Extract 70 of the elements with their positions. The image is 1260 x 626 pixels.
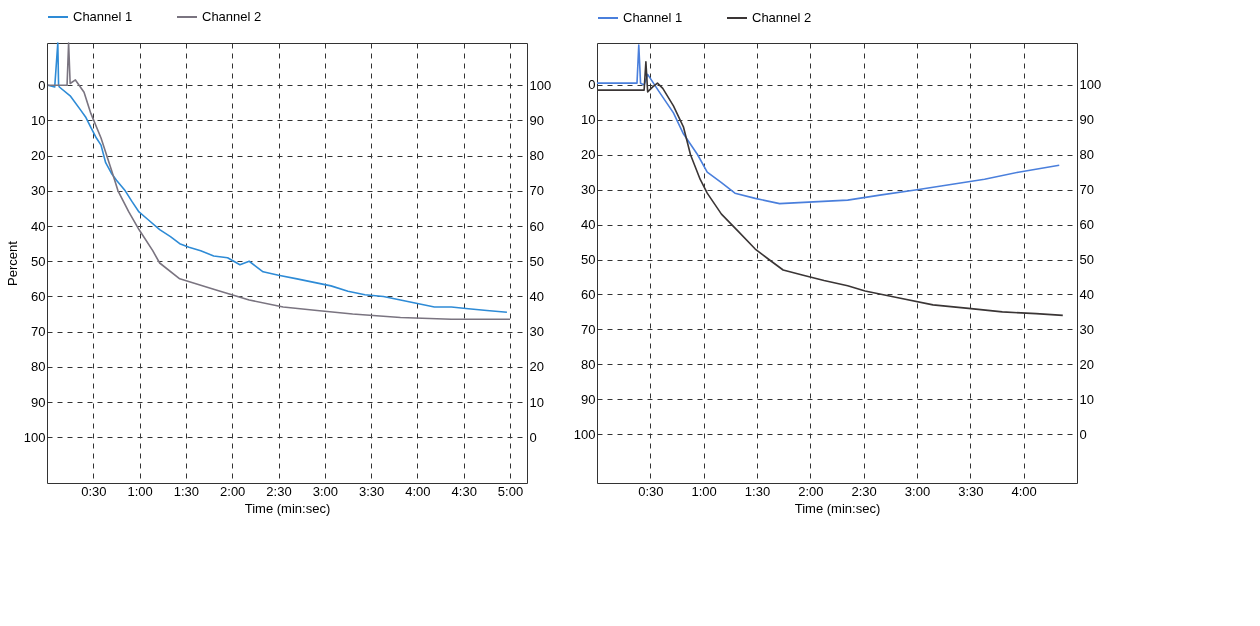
- x-tick-label: 5:00: [497, 483, 524, 499]
- y-tick-label: 80: [31, 359, 46, 375]
- x-tick-label: 1:30: [744, 483, 771, 499]
- x-tick-label: 4:00: [1011, 483, 1037, 499]
- x-tick-label: 4:30: [451, 483, 477, 499]
- y2-tick-label: 20: [529, 359, 544, 375]
- y2-tick-label: 30: [529, 324, 544, 340]
- y2-tick-label: 70: [1079, 182, 1094, 198]
- y2-tick-label: 90: [529, 112, 544, 128]
- y-tick-label: 70: [581, 321, 596, 337]
- y2-tick-label: 0: [529, 429, 537, 445]
- y-tick-label: 30: [581, 182, 596, 198]
- x-tick-label: 1:00: [691, 483, 717, 499]
- y-tick-label: 90: [581, 391, 596, 407]
- x-tick-label: 1:00: [127, 483, 153, 499]
- y-tick-label: 100: [23, 429, 46, 445]
- x-tick-label: 3:30: [958, 483, 984, 499]
- x-tick-label: 3:00: [312, 483, 338, 499]
- y2-tick-label: 10: [1079, 391, 1094, 407]
- legend-label: Channel 1: [623, 10, 683, 25]
- x-tick-label: 0:30: [638, 483, 664, 499]
- y2-tick-label: 40: [529, 288, 544, 304]
- x-tick-label: 2:00: [798, 483, 824, 499]
- y-axis-title: Percent: [4, 240, 20, 286]
- y-tick-label: 60: [31, 288, 46, 304]
- legend-label: Channel 2: [202, 9, 262, 24]
- y2-tick-label: 50: [529, 253, 544, 269]
- x-tick-label: 0:30: [81, 483, 107, 499]
- x-tick-label: 2:00: [220, 483, 246, 499]
- x-tick-label: 2:30: [266, 483, 292, 499]
- y-tick-label: 60: [581, 286, 596, 302]
- y-tick-label: 100: [573, 426, 596, 442]
- x-tick-label: 3:30: [358, 483, 385, 499]
- x-tick-label: 2:30: [851, 483, 877, 499]
- y-tick-label: 20: [31, 148, 46, 164]
- y2-tick-label: 0: [1079, 426, 1087, 442]
- y-tick-label: 80: [581, 356, 596, 372]
- y2-tick-label: 20: [1079, 356, 1094, 372]
- y-tick-label: 30: [31, 183, 46, 199]
- y-tick-label: 90: [31, 394, 46, 410]
- y2-tick-label: 100: [529, 77, 552, 93]
- y-tick-label: 50: [581, 252, 596, 268]
- y2-tick-label: 80: [1079, 147, 1094, 163]
- x-axis-title: Time (min:sec): [244, 500, 331, 516]
- y-tick-label: 0: [38, 77, 46, 93]
- y-tick-label: 40: [581, 217, 596, 233]
- y2-tick-label: 80: [529, 148, 544, 164]
- y2-tick-label: 50: [1079, 252, 1094, 268]
- y2-tick-label: 100: [1079, 77, 1102, 93]
- y-tick-label: 50: [31, 253, 46, 269]
- line-series: [596, 44, 1061, 205]
- y2-tick-label: 90: [1079, 112, 1094, 128]
- y-tick-label: 20: [581, 147, 596, 163]
- legend-label: Channel 1: [73, 9, 133, 24]
- y2-tick-label: 10: [529, 394, 544, 410]
- y-tick-label: 10: [581, 112, 596, 128]
- y-tick-label: 0: [588, 77, 596, 93]
- legend-label: Channel 2: [752, 10, 812, 25]
- x-tick-label: 4:00: [405, 483, 431, 499]
- x-tick-label: 3:00: [904, 483, 931, 499]
- y2-tick-label: 60: [1079, 217, 1094, 233]
- y2-tick-label: 30: [1079, 321, 1094, 337]
- y-tick-label: 40: [31, 218, 46, 234]
- y-tick-label: 70: [31, 324, 46, 340]
- x-tick-label: 1:30: [173, 483, 200, 499]
- y2-tick-label: 60: [529, 218, 544, 234]
- y2-tick-label: 70: [529, 183, 544, 199]
- y2-tick-label: 40: [1079, 286, 1094, 302]
- y-tick-label: 10: [31, 112, 46, 128]
- x-axis-title: Time (min:sec): [794, 500, 881, 516]
